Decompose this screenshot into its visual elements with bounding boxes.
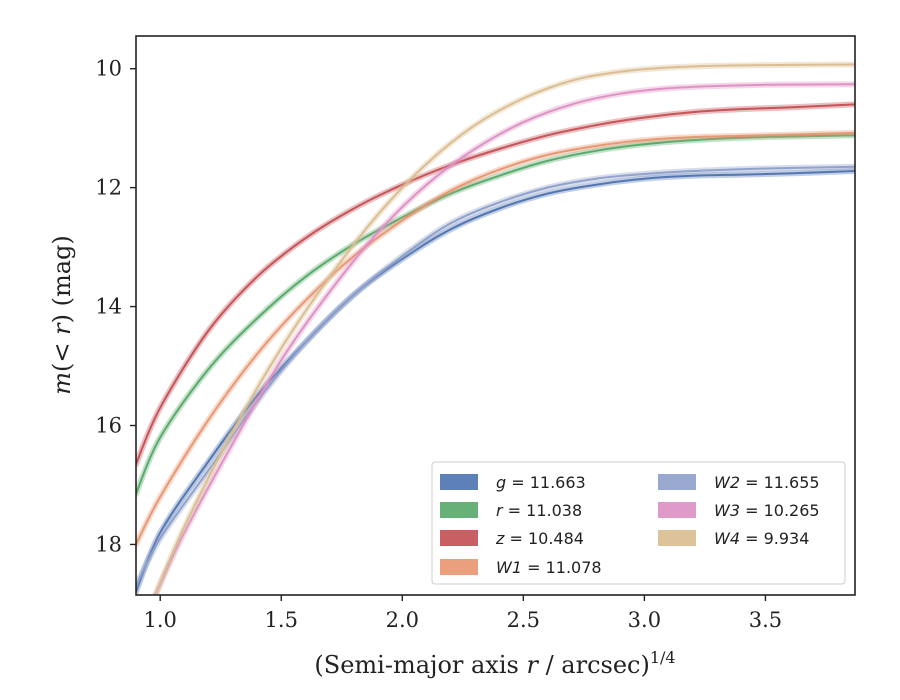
legend-swatch-r [440,502,478,518]
legend-label-g: g = 11.663 [496,473,586,492]
series-line-r [136,134,855,495]
y-tick-label: 12 [95,176,122,200]
series-line-w1 [136,131,855,545]
x-tick-label: 3.5 [749,608,782,632]
x-tick-label: 1.5 [265,608,298,632]
legend-label-z: z = 10.484 [495,529,584,548]
legend-swatch-z [440,530,478,546]
legend: g = 11.663 r = 11.038 z = 10.484 W1 = 11.07… [431,461,846,585]
legend-frame [431,461,846,585]
ticks-layer: 1.0 1.5 2.0 2.5 3.0 3.5 10 12 14 16 18 [95,57,782,632]
x-tick-label: 3.0 [628,608,661,632]
plot-frame [135,35,856,596]
legend-label-r: r = 11.038 [496,501,582,520]
legend-swatch-w1 [440,559,478,575]
legend-label-w4: W4 = 9.934 [714,529,809,548]
series-line-w3 [154,83,855,595]
x-tick-label: 2.0 [386,608,419,632]
legend-swatch-w2 [658,474,696,490]
y-tick-label: 16 [95,414,122,438]
legend-swatch-g [440,474,478,490]
legend-swatch-w3 [658,502,696,518]
legend-label-w2: W2 = 11.655 [714,473,820,492]
series-layer [136,61,855,595]
legend-label-w3: W3 = 10.265 [714,501,820,520]
y-axis-label: m(< r) (mag) [48,235,76,395]
x-axis-label: (Semi-major axis r / arcsec)1/4 [314,648,675,679]
series-line-z [136,103,855,465]
legend-label-w1: W1 = 11.078 [496,558,602,577]
x-tick-label: 1.0 [144,608,177,632]
y-tick-label: 18 [95,532,122,556]
x-tick-label: 2.5 [507,608,540,632]
series-line-w4 [154,63,855,595]
series-band-r [136,132,855,497]
legend-swatch-w4 [658,530,696,546]
y-tick-label: 14 [95,295,122,319]
y-tick-label: 10 [95,57,122,81]
series-line-g [136,170,855,593]
